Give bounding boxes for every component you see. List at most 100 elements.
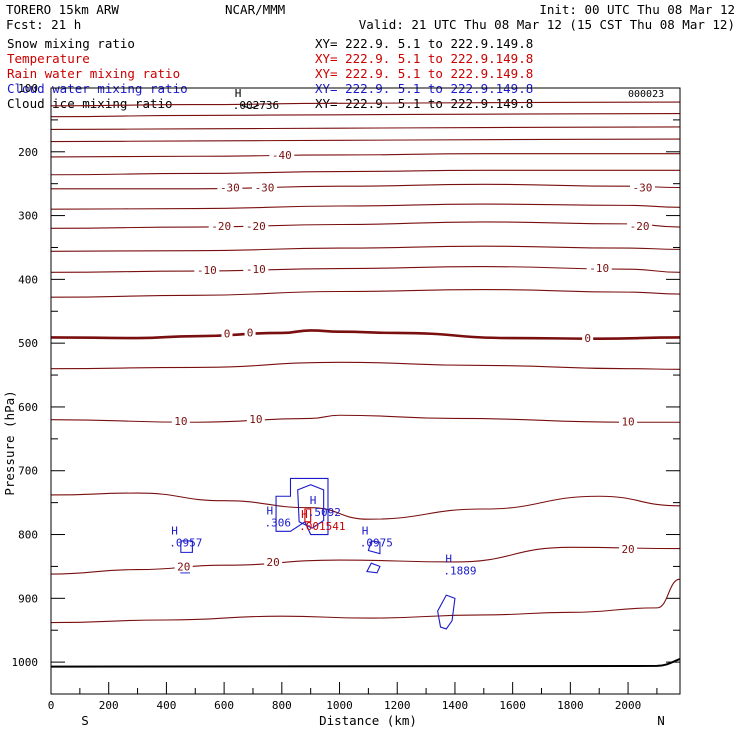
- contour-label-bg: [619, 542, 638, 556]
- temperature-contour: [50, 153, 680, 158]
- temperature-contour: [50, 329, 681, 340]
- contour-label-bg: [264, 554, 283, 568]
- contour-label-bg: [243, 218, 269, 232]
- temperature-contour: [50, 138, 681, 143]
- plot-frame: [50, 87, 681, 695]
- x-tick-label: 600: [214, 699, 234, 712]
- max-marker: H: [310, 494, 317, 507]
- legend-label: Rain water mixing ratio: [7, 66, 180, 81]
- x-tick-label: 200: [99, 699, 119, 712]
- contour-label: -30: [220, 182, 240, 195]
- temperature-contour: [50, 203, 681, 210]
- x-tick-label: 800: [272, 699, 292, 712]
- max-value: .002736: [233, 99, 279, 112]
- contour-label-bg: [269, 147, 295, 161]
- x-tick-label: 1400: [442, 699, 469, 712]
- contour-label: -10: [246, 263, 266, 276]
- x-axis-label: Distance (km): [319, 713, 417, 728]
- contour-label: 0: [247, 326, 254, 339]
- contour-label-bg: [586, 260, 612, 274]
- init-time: Init: 00 UTC Thu 08 Mar 12: [539, 2, 735, 17]
- contour-label-bg: [243, 262, 269, 276]
- max-value: .5092: [308, 506, 341, 519]
- temperature-contour: [50, 112, 681, 118]
- contour-label-bg: [244, 325, 256, 339]
- snow-contour: [241, 104, 259, 109]
- y-axis-label: Pressure (hPa): [2, 390, 17, 495]
- y-tick-label: 700: [18, 465, 38, 478]
- temperature-contour: [50, 546, 681, 575]
- contour-label: 20: [621, 543, 634, 556]
- max-marker: H: [235, 87, 242, 100]
- legend-label: Cloud ice mixing ratio: [7, 96, 173, 111]
- x-tick-label: 1600: [499, 699, 526, 712]
- temperature-contour: [50, 414, 680, 423]
- x-tick-label: 1200: [384, 699, 411, 712]
- contour-label-bg: [221, 326, 233, 340]
- contour-label: 10: [621, 416, 634, 429]
- contour-label: 20: [267, 556, 280, 569]
- legend-label: Snow mixing ratio: [7, 36, 135, 51]
- north-label: N: [657, 713, 665, 728]
- maxima-labels: H.002736H.306H.5092H.001541H.0957H.0975H…: [169, 87, 476, 578]
- south-label: S: [81, 713, 89, 728]
- temperature-contour: [50, 101, 681, 107]
- contour-label: -20: [246, 220, 266, 233]
- max-marker: H: [445, 553, 452, 566]
- contour-label: 20: [177, 560, 190, 573]
- max-value: .1889: [443, 565, 476, 578]
- cloud-water-contour: [297, 484, 325, 529]
- max-marker: H: [171, 524, 178, 537]
- contour-label: 10: [249, 413, 262, 426]
- model-title: TORERO 15km ARW: [6, 2, 119, 17]
- legend-xy: XY= 222.9. 5.1 to 222.9.149.8: [315, 66, 533, 81]
- cloud-water-contour: [437, 594, 456, 630]
- contour-label: 10: [174, 415, 187, 428]
- org-label: NCAR/MMM: [225, 2, 285, 17]
- cloud-water-contour: [366, 562, 381, 574]
- surface-line: [50, 657, 681, 668]
- contour-label: -30: [255, 182, 275, 195]
- cloud-water-contour: [275, 477, 329, 536]
- x-tick-label: 400: [156, 699, 176, 712]
- legend-xy: XY= 222.9. 5.1 to 222.9.149.8: [315, 96, 533, 111]
- temperature-contour: [50, 492, 681, 520]
- contour-label-bg: [582, 331, 594, 345]
- contour-label-bg: [174, 559, 193, 573]
- contour-label-bg: [252, 180, 278, 194]
- max-value: .306: [265, 517, 292, 530]
- y-tick-label: 100: [18, 82, 38, 95]
- temperature-contour: [50, 245, 681, 252]
- contour-label-bg: [619, 414, 638, 428]
- max-value: .001541: [299, 520, 345, 533]
- contour-label: -10: [589, 262, 609, 275]
- contour-label: -10: [197, 264, 217, 277]
- x-tick-label: 0: [48, 699, 55, 712]
- temperature-contour: [50, 266, 681, 273]
- hydrometeor-contours: [180, 104, 456, 630]
- temperature-contours: [50, 101, 681, 668]
- rain-water-contour: [304, 508, 312, 523]
- legend-xy: XY= 222.9. 5.1 to 222.9.149.8: [315, 51, 533, 66]
- cloud-water-contour: [367, 540, 381, 555]
- temperature-contour: [50, 289, 681, 298]
- contour-label: -20: [630, 220, 650, 233]
- y-tick-label: 200: [18, 146, 38, 159]
- max-value: .0975: [360, 536, 393, 549]
- temperature-contour: [50, 126, 681, 131]
- x-tick-label: 2000: [615, 699, 642, 712]
- contour-label-bg: [208, 218, 234, 232]
- max-marker: H: [267, 505, 274, 518]
- cloud-water-contour: [180, 540, 193, 553]
- corner-label: 000023: [628, 89, 664, 100]
- temperature-contour: [50, 169, 680, 176]
- y-tick-label: 300: [18, 210, 38, 223]
- temperature-contour: [50, 221, 681, 229]
- contour-label: -40: [272, 149, 292, 162]
- y-tick-label: 900: [18, 592, 38, 605]
- legend-xy: XY= 222.9. 5.1 to 222.9.149.8: [315, 36, 533, 51]
- y-tick-label: 400: [18, 273, 38, 286]
- y-tick-label: 600: [18, 401, 38, 414]
